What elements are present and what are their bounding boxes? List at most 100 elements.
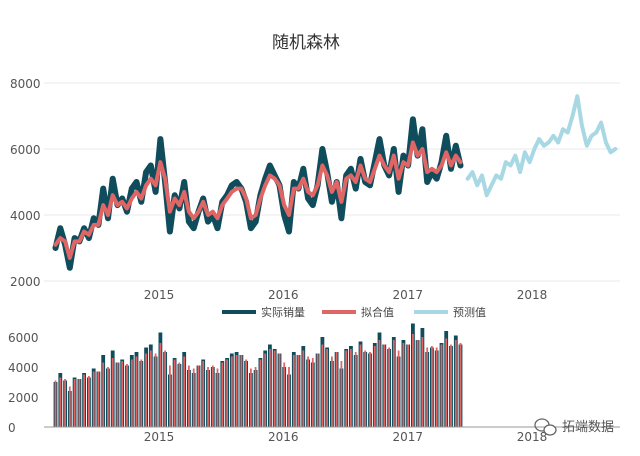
x-tick-label: 2018 xyxy=(517,288,548,302)
fitted-bar xyxy=(350,349,352,427)
fitted-bar xyxy=(83,374,85,427)
fitted-bar xyxy=(135,356,138,427)
fitted-bar xyxy=(126,364,128,427)
fitted-bar xyxy=(235,355,238,427)
legend-item: 实际销量 xyxy=(222,305,305,319)
legend-item: 预测值 xyxy=(414,306,486,319)
legend-item: 拟合值 xyxy=(322,305,394,319)
fitted-bar xyxy=(426,347,429,427)
fitted-bar xyxy=(59,377,62,427)
fitted-bar xyxy=(378,340,381,427)
y-tick-label: 0 xyxy=(8,421,16,435)
fitted-bar xyxy=(269,349,271,427)
fitted-bar xyxy=(311,358,314,427)
fitted-bar xyxy=(154,353,157,427)
fitted-bar xyxy=(364,350,367,427)
legend-label: 拟合值 xyxy=(361,305,394,319)
fitted-bar xyxy=(288,367,290,427)
fitted-line xyxy=(53,140,463,260)
fitted-bar xyxy=(54,380,57,427)
fitted-bar xyxy=(416,340,419,427)
x-tick-label: 2018 xyxy=(517,430,548,444)
fitted-bar xyxy=(145,353,147,427)
fitted-bar xyxy=(121,361,124,427)
fitted-bar xyxy=(159,343,162,427)
fitted-bar xyxy=(283,362,286,427)
fitted-bar xyxy=(454,340,457,427)
fitted-bar xyxy=(197,365,200,427)
fitted-bar xyxy=(412,334,414,427)
fitted-bar xyxy=(116,362,119,427)
fitted-bar xyxy=(164,350,166,427)
fitted-bar xyxy=(264,353,267,427)
watermark-text: 拓端数据 xyxy=(562,420,614,435)
fitted-bar xyxy=(149,350,152,427)
fitted-bar xyxy=(307,356,309,427)
x-tick-label: 2016 xyxy=(268,430,299,444)
y-tick-label: 6000 xyxy=(8,331,39,345)
fitted-bar xyxy=(440,344,443,427)
fitted-bar xyxy=(445,338,448,427)
fitted-bar xyxy=(102,362,105,427)
y-tick-label: 2000 xyxy=(8,391,39,405)
y-tick-label: 8000 xyxy=(10,77,41,91)
fitted-bar xyxy=(354,352,357,427)
fitted-bar xyxy=(450,344,452,427)
chart-legend: 实际销量 拟合值 预测值 xyxy=(222,305,486,319)
fitted-bar xyxy=(240,355,243,427)
fitted-bar xyxy=(188,365,190,427)
fitted-bar xyxy=(169,365,171,427)
fitted-bar xyxy=(402,343,405,427)
fitted-bar xyxy=(435,347,438,427)
x-tick-label: 2015 xyxy=(144,288,175,302)
forecast-line-chart: 2000 4000 6000 8000 2015 2016 2017 2018 xyxy=(10,77,620,302)
fitted-bar xyxy=(226,359,228,427)
fitted-bar xyxy=(459,343,462,427)
x-tick-label: 2015 xyxy=(144,430,175,444)
fitted-bar xyxy=(92,371,95,427)
y-tick-label: 2000 xyxy=(10,275,41,289)
x-tick-label: 2016 xyxy=(268,288,299,302)
fitted-bar xyxy=(78,379,81,427)
y-tick-label: 4000 xyxy=(10,209,41,223)
fitted-bar xyxy=(207,367,209,427)
fitted-bar xyxy=(340,361,343,427)
fitted-bar xyxy=(173,359,176,427)
fitted-bar xyxy=(273,350,276,427)
fitted-bar xyxy=(331,356,333,427)
fitted-bar xyxy=(388,347,390,427)
fitted-bar xyxy=(302,350,305,427)
fitted-bar xyxy=(245,359,247,427)
fitted-bar xyxy=(130,359,133,427)
legend-label: 预测值 xyxy=(453,306,486,319)
fitted-bar xyxy=(216,368,219,427)
x-tick-label: 2017 xyxy=(393,430,424,444)
fitted-bar xyxy=(211,365,214,427)
fitted-bar xyxy=(202,361,205,427)
fitted-bar xyxy=(88,376,90,427)
fitted-bar xyxy=(250,368,252,427)
fitted-bar xyxy=(140,359,143,427)
fitted-bar xyxy=(259,359,262,427)
fitted-bar xyxy=(421,337,424,427)
fitted-bar xyxy=(345,350,348,427)
fitted-bar xyxy=(192,368,195,427)
wechat-bubble-icon xyxy=(534,418,557,436)
fitted-bar xyxy=(254,367,257,427)
x-tick-label: 2017 xyxy=(393,288,424,302)
fitted-bar xyxy=(369,352,371,427)
chart-title: 随机森林 xyxy=(272,33,340,53)
y-tick-label: 6000 xyxy=(10,143,41,157)
fitted-bar xyxy=(373,346,376,427)
y-tick-label: 4000 xyxy=(8,361,39,375)
fitted-bar xyxy=(73,379,76,427)
fitted-bar xyxy=(221,362,224,427)
fitted-bar xyxy=(183,356,186,427)
sales-bar-chart: 0 2000 4000 6000 2015 2016 2017 2018 xyxy=(8,323,620,444)
forecast-line xyxy=(465,94,618,198)
fitted-bar xyxy=(297,355,300,427)
fitted-bar xyxy=(292,355,295,427)
fitted-bar xyxy=(111,358,114,427)
fitted-bar xyxy=(383,344,386,427)
